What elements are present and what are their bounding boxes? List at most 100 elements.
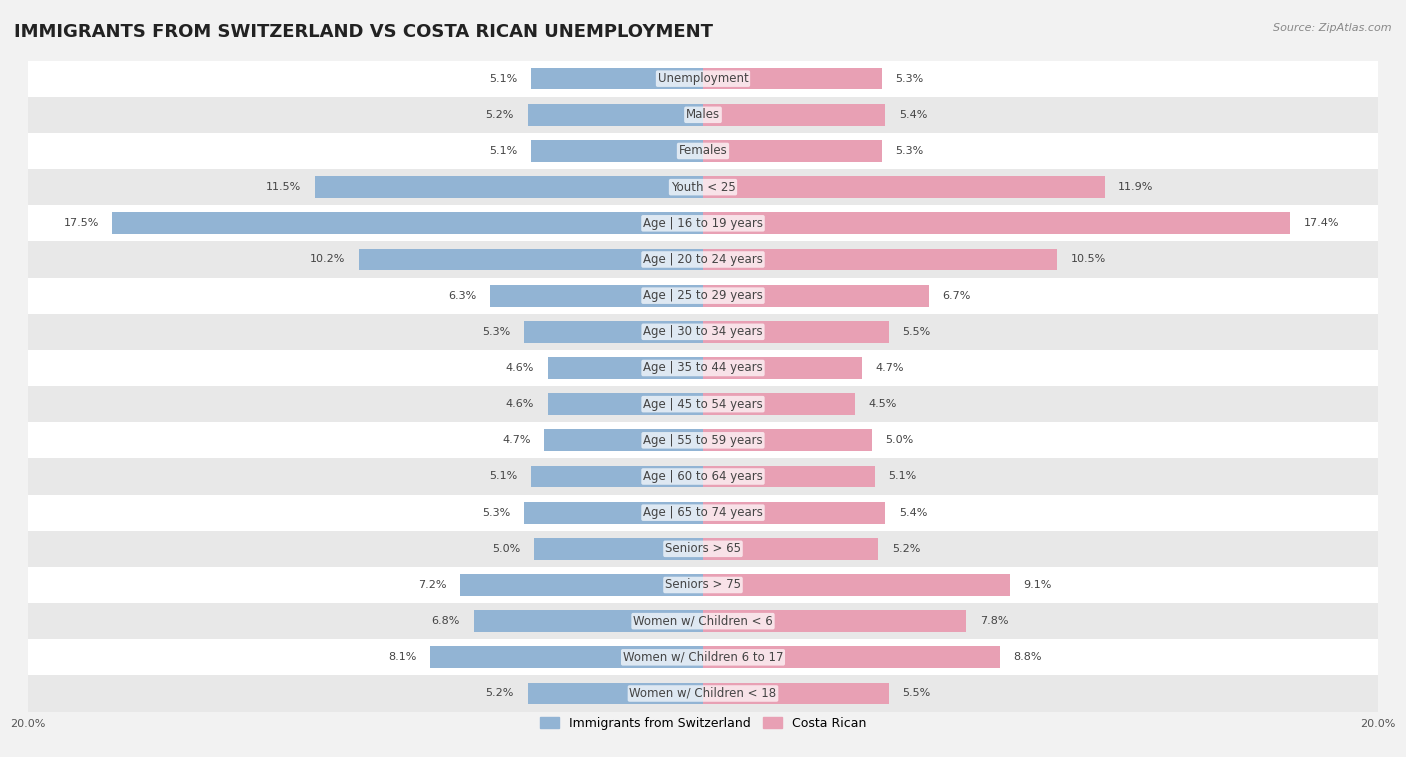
Bar <box>703 574 1010 596</box>
Text: Seniors > 75: Seniors > 75 <box>665 578 741 591</box>
Bar <box>11 97 1395 133</box>
Text: 6.7%: 6.7% <box>942 291 972 301</box>
Bar <box>11 567 1395 603</box>
Bar <box>474 610 703 632</box>
Text: Age | 45 to 54 years: Age | 45 to 54 years <box>643 397 763 410</box>
Bar <box>11 639 1395 675</box>
Text: 4.7%: 4.7% <box>502 435 531 445</box>
Text: 5.4%: 5.4% <box>898 110 927 120</box>
Text: Age | 35 to 44 years: Age | 35 to 44 years <box>643 362 763 375</box>
Text: 5.5%: 5.5% <box>903 327 931 337</box>
Bar <box>460 574 703 596</box>
Bar <box>11 169 1395 205</box>
Text: 5.1%: 5.1% <box>489 472 517 481</box>
Bar <box>548 394 703 415</box>
Text: 8.8%: 8.8% <box>1014 653 1042 662</box>
Text: 6.3%: 6.3% <box>449 291 477 301</box>
Text: 17.4%: 17.4% <box>1303 218 1339 229</box>
Text: 10.2%: 10.2% <box>309 254 346 264</box>
Text: Age | 55 to 59 years: Age | 55 to 59 years <box>643 434 763 447</box>
Text: Age | 65 to 74 years: Age | 65 to 74 years <box>643 506 763 519</box>
Text: Males: Males <box>686 108 720 121</box>
Bar <box>359 248 703 270</box>
Text: 5.3%: 5.3% <box>482 508 510 518</box>
Text: Age | 16 to 19 years: Age | 16 to 19 years <box>643 217 763 230</box>
Text: 7.8%: 7.8% <box>980 616 1008 626</box>
Bar <box>544 429 703 451</box>
Bar <box>703 683 889 704</box>
Bar <box>11 603 1395 639</box>
Text: 5.4%: 5.4% <box>898 508 927 518</box>
Text: 5.2%: 5.2% <box>485 689 515 699</box>
Text: 11.9%: 11.9% <box>1118 182 1153 192</box>
Text: Unemployment: Unemployment <box>658 72 748 85</box>
Legend: Immigrants from Switzerland, Costa Rican: Immigrants from Switzerland, Costa Rican <box>534 712 872 734</box>
Text: Age | 20 to 24 years: Age | 20 to 24 years <box>643 253 763 266</box>
Bar <box>527 104 703 126</box>
Text: Source: ZipAtlas.com: Source: ZipAtlas.com <box>1274 23 1392 33</box>
Text: Women w/ Children < 18: Women w/ Children < 18 <box>630 687 776 700</box>
Bar <box>703 68 882 89</box>
Text: IMMIGRANTS FROM SWITZERLAND VS COSTA RICAN UNEMPLOYMENT: IMMIGRANTS FROM SWITZERLAND VS COSTA RIC… <box>14 23 713 41</box>
Bar <box>11 61 1395 97</box>
Text: 6.8%: 6.8% <box>432 616 460 626</box>
Bar <box>524 321 703 343</box>
Bar <box>703 538 879 559</box>
Bar <box>491 285 703 307</box>
Bar <box>11 313 1395 350</box>
Bar <box>703 285 929 307</box>
Text: Women w/ Children 6 to 17: Women w/ Children 6 to 17 <box>623 651 783 664</box>
Bar <box>430 646 703 668</box>
Bar <box>11 278 1395 313</box>
Text: 5.2%: 5.2% <box>485 110 515 120</box>
Text: 5.2%: 5.2% <box>891 544 921 554</box>
Text: 7.2%: 7.2% <box>418 580 447 590</box>
Bar <box>703 248 1057 270</box>
Bar <box>11 459 1395 494</box>
Text: 5.1%: 5.1% <box>489 73 517 83</box>
Bar <box>548 357 703 378</box>
Bar <box>531 68 703 89</box>
Text: 11.5%: 11.5% <box>266 182 301 192</box>
Text: 5.3%: 5.3% <box>896 146 924 156</box>
Bar <box>11 494 1395 531</box>
Bar <box>703 104 886 126</box>
Text: Age | 60 to 64 years: Age | 60 to 64 years <box>643 470 763 483</box>
Bar <box>703 140 882 162</box>
Bar <box>11 675 1395 712</box>
Bar <box>11 422 1395 459</box>
Text: Seniors > 65: Seniors > 65 <box>665 542 741 556</box>
Bar <box>703 646 1000 668</box>
Text: 5.1%: 5.1% <box>889 472 917 481</box>
Bar <box>531 466 703 488</box>
Text: 4.5%: 4.5% <box>869 399 897 409</box>
Bar <box>703 502 886 524</box>
Bar <box>703 357 862 378</box>
Text: 5.0%: 5.0% <box>492 544 520 554</box>
Text: 5.5%: 5.5% <box>903 689 931 699</box>
Text: Females: Females <box>679 145 727 157</box>
Bar <box>11 350 1395 386</box>
Bar <box>703 176 1105 198</box>
Bar <box>11 241 1395 278</box>
Text: 8.1%: 8.1% <box>388 653 416 662</box>
Text: Women w/ Children < 6: Women w/ Children < 6 <box>633 615 773 628</box>
Text: 10.5%: 10.5% <box>1071 254 1107 264</box>
Bar <box>524 502 703 524</box>
Text: 5.1%: 5.1% <box>489 146 517 156</box>
Bar <box>534 538 703 559</box>
Bar <box>703 429 872 451</box>
Text: 9.1%: 9.1% <box>1024 580 1052 590</box>
Text: 5.3%: 5.3% <box>896 73 924 83</box>
Bar <box>703 610 966 632</box>
Text: 4.6%: 4.6% <box>506 399 534 409</box>
Bar <box>703 213 1291 234</box>
Text: 5.0%: 5.0% <box>886 435 914 445</box>
Bar <box>703 466 875 488</box>
Bar <box>11 205 1395 241</box>
Text: 5.3%: 5.3% <box>482 327 510 337</box>
Text: Age | 30 to 34 years: Age | 30 to 34 years <box>643 326 763 338</box>
Text: 17.5%: 17.5% <box>63 218 98 229</box>
Bar <box>703 394 855 415</box>
Text: Youth < 25: Youth < 25 <box>671 181 735 194</box>
